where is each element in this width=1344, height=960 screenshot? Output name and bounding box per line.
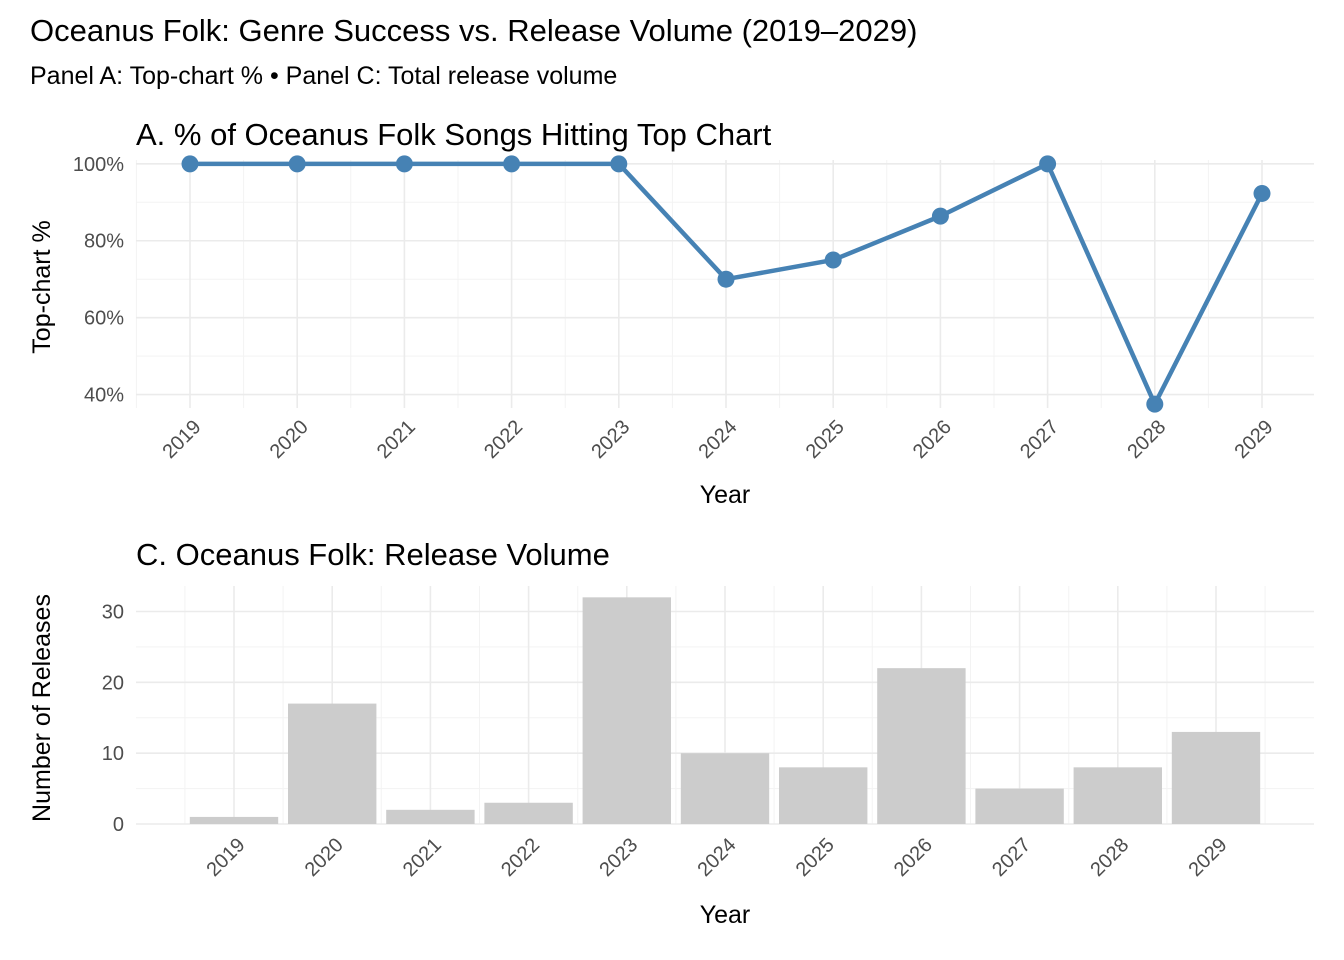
bar-2021 xyxy=(386,809,475,824)
x-tick-label: 2023 xyxy=(587,416,634,463)
bar-2023 xyxy=(582,597,671,824)
x-tick-label: 2021 xyxy=(399,834,446,881)
x-tick-label: 2027 xyxy=(1016,416,1063,463)
figure-title: Oceanus Folk: Genre Success vs. Release … xyxy=(30,13,917,48)
x-tick-label: 2019 xyxy=(159,416,206,463)
data-point-2019 xyxy=(181,155,199,173)
data-point-2023 xyxy=(610,155,628,173)
panel-c-y-axis-title: Number of Releases xyxy=(28,594,56,822)
x-tick-label: 2019 xyxy=(203,834,250,881)
x-tick-label: 2020 xyxy=(301,834,348,881)
x-tick-label: 2026 xyxy=(909,416,956,463)
panel-c-x-axis-title: Year xyxy=(700,901,751,929)
x-tick-label: 2026 xyxy=(890,834,937,881)
bar-2022 xyxy=(484,802,573,824)
data-point-2022 xyxy=(503,155,521,173)
bar-2019 xyxy=(189,816,279,824)
y-tick-label: 40% xyxy=(84,385,124,407)
x-tick-label: 2029 xyxy=(1185,834,1232,881)
x-tick-label: 2029 xyxy=(1231,416,1278,463)
panel-a-title: A. % of Oceanus Folk Songs Hitting Top C… xyxy=(136,117,772,152)
data-point-2024 xyxy=(717,270,735,288)
bar-2025 xyxy=(779,767,868,824)
x-tick-label: 2027 xyxy=(988,834,1035,881)
data-point-2029 xyxy=(1253,184,1271,202)
data-point-2028 xyxy=(1146,395,1164,413)
x-tick-label: 2020 xyxy=(266,416,313,463)
panel-c-y-ticks: 0 10 20 30 xyxy=(102,602,124,837)
bar-2027 xyxy=(975,788,1064,824)
panel-a: A. % of Oceanus Folk Songs Hitting Top C… xyxy=(28,117,1314,509)
bar-2029 xyxy=(1171,731,1261,824)
x-tick-label: 2028 xyxy=(1086,834,1133,881)
y-tick-label: 60% xyxy=(84,308,124,330)
x-tick-label: 2023 xyxy=(595,834,642,881)
y-tick-label: 20 xyxy=(102,672,124,694)
x-tick-label: 2025 xyxy=(802,416,849,463)
x-tick-label: 2028 xyxy=(1123,416,1170,463)
y-tick-label: 0 xyxy=(113,814,124,836)
bar-2024 xyxy=(680,753,770,824)
panel-a-x-ticks: 2019 2020 2021 2022 2023 2024 2025 2026 2027 2028… xyxy=(159,416,1278,463)
panel-c-marks xyxy=(189,597,1261,824)
x-tick-label: 2025 xyxy=(792,834,839,881)
x-tick-label: 2021 xyxy=(373,416,420,463)
y-tick-label: 10 xyxy=(102,743,124,765)
data-point-2025 xyxy=(824,251,842,269)
panel-a-y-ticks: 40% 60% 80% 100% xyxy=(73,154,124,407)
panel-c-x-ticks: 2019 2020 2021 2022 2023 2024 2025 2026 2027 2028… xyxy=(203,834,1232,881)
x-tick-label: 2024 xyxy=(695,416,742,463)
data-point-2026 xyxy=(931,207,949,225)
x-tick-label: 2022 xyxy=(497,834,544,881)
x-tick-label: 2022 xyxy=(480,416,527,463)
y-tick-label: 100% xyxy=(73,154,124,176)
panel-a-x-axis-title: Year xyxy=(700,481,751,509)
panel-a-y-axis-title: Top-chart % xyxy=(28,220,56,353)
y-tick-label: 30 xyxy=(102,602,124,624)
x-tick-label: 2024 xyxy=(694,834,741,881)
y-tick-label: 80% xyxy=(84,231,124,253)
panel-c: C. Oceanus Folk: Release Volume 0102030 … xyxy=(28,537,1314,929)
panel-c-title: C. Oceanus Folk: Release Volume xyxy=(136,537,610,572)
bar-2020 xyxy=(288,703,377,824)
panel-a-marks xyxy=(181,155,1271,413)
figure-subtitle: Panel A: Top-chart % • Panel C: Total re… xyxy=(30,62,617,90)
data-point-2027 xyxy=(1039,155,1057,173)
bar-2026 xyxy=(877,668,966,824)
data-point-2021 xyxy=(395,155,413,173)
data-point-2020 xyxy=(288,155,306,173)
bar-2028 xyxy=(1073,767,1162,824)
